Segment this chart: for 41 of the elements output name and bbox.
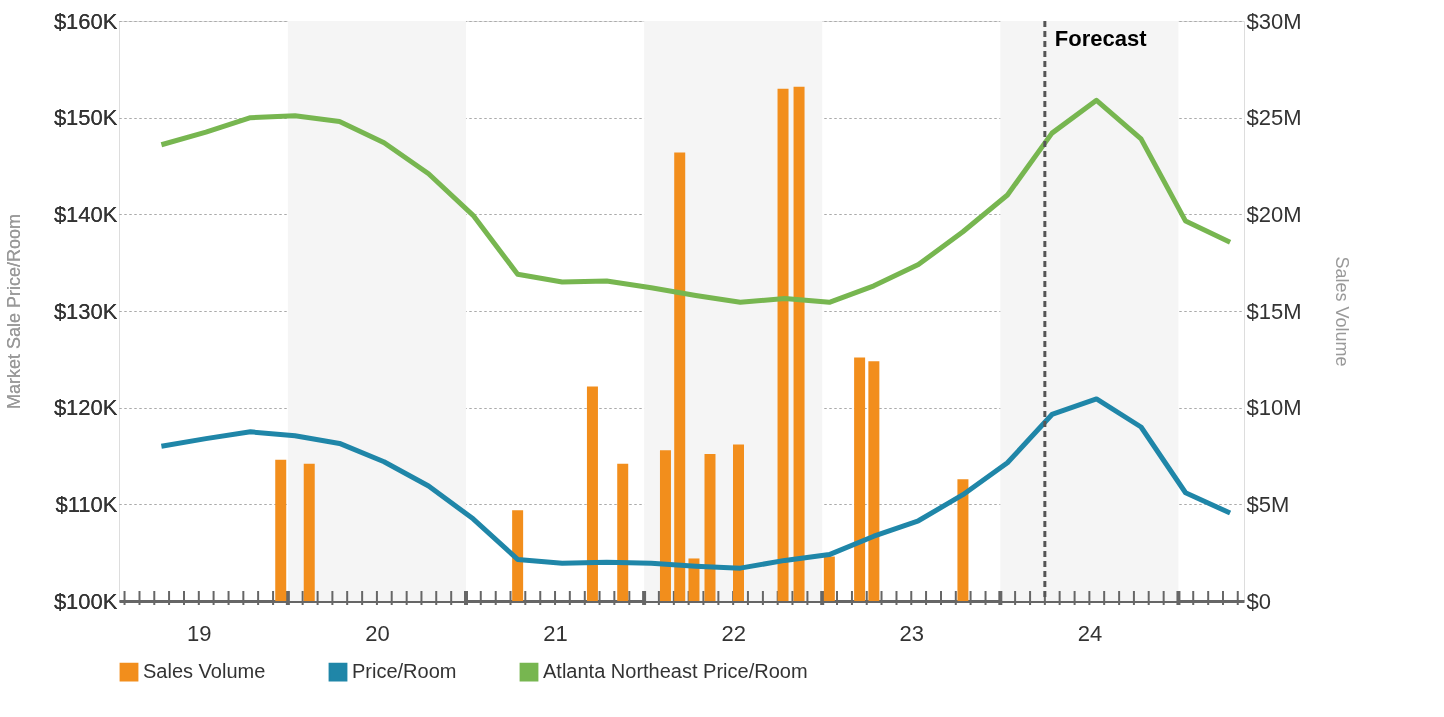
bar: [793, 86, 805, 601]
x-tick-label: 20: [365, 620, 390, 646]
bar: [674, 152, 686, 601]
legend-label: Atlanta Northeast Price/Room: [543, 660, 808, 683]
bar: [733, 444, 744, 601]
legend-label: Sales Volume: [143, 660, 266, 683]
bar: [854, 357, 866, 601]
y-tick-label: $140K: [53, 201, 118, 227]
y-axis-title: Market Sale Price/Room: [3, 213, 24, 410]
y-tick-label: $150K: [53, 105, 118, 131]
x-tick-label: 21: [543, 620, 568, 646]
legend-label: Price/Room: [352, 660, 457, 683]
bar: [586, 386, 598, 601]
y2-axis-title: Sales Volume: [1331, 256, 1352, 367]
x-tick-label: 22: [721, 620, 746, 646]
bar: [659, 450, 671, 601]
x-tick-label: 19: [187, 620, 212, 646]
bar: [957, 479, 969, 601]
x-tick-label: 24: [1077, 620, 1103, 646]
y-tick-label: $100K: [53, 588, 118, 614]
bar: [704, 454, 716, 601]
y2-tick-label: $0: [1246, 588, 1271, 614]
y-tick-label: $160K: [53, 8, 118, 34]
x-tick-label: 23: [899, 620, 925, 646]
y2-tick-label: $10M: [1246, 395, 1302, 421]
bar: [823, 556, 835, 601]
bar: [275, 459, 287, 601]
bar: [303, 463, 315, 601]
y2-tick-label: $30M: [1246, 8, 1302, 34]
y-tick-label: $130K: [53, 298, 118, 324]
bar: [512, 510, 524, 601]
y2-tick-label: $5M: [1246, 491, 1290, 517]
bar: [617, 463, 629, 601]
y2-tick-label: $20M: [1246, 201, 1302, 227]
y-tick-label: $110K: [55, 491, 118, 517]
ref-line-label: Forecast: [1054, 26, 1148, 51]
y2-tick-label: $25M: [1246, 105, 1302, 131]
bar: [777, 88, 789, 601]
bar: [868, 361, 880, 601]
y-tick-label: $120K: [53, 395, 118, 421]
y2-tick-label: $15M: [1246, 298, 1302, 324]
